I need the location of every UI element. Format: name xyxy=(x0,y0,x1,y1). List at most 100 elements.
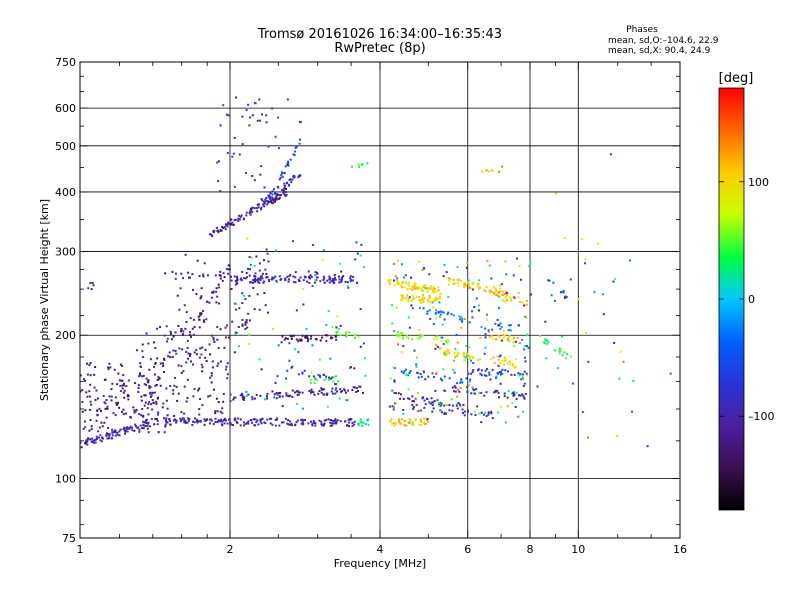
echo-point xyxy=(227,222,229,225)
echo-point xyxy=(423,406,426,409)
echo-point xyxy=(445,340,447,343)
echo-point xyxy=(393,406,395,408)
echo-point xyxy=(297,393,300,396)
echo-point xyxy=(265,197,268,199)
echo-point xyxy=(629,259,631,262)
echo-point xyxy=(454,348,457,350)
echo-point xyxy=(336,419,339,422)
echo-point xyxy=(566,353,568,356)
echo-point xyxy=(308,277,311,280)
echo-point xyxy=(427,299,429,301)
echo-point xyxy=(452,404,454,407)
echo-point xyxy=(186,397,189,399)
echo-point xyxy=(456,395,458,398)
echo-point xyxy=(338,397,341,400)
echo-point xyxy=(513,344,516,347)
echo-point xyxy=(500,283,503,286)
echo-point xyxy=(495,338,498,340)
echo-point xyxy=(476,359,479,361)
echo-point xyxy=(490,277,493,280)
echo-point xyxy=(431,301,434,304)
echo-point xyxy=(155,418,158,421)
echo-point xyxy=(325,334,327,337)
echo-point xyxy=(226,113,228,116)
echo-point xyxy=(215,290,218,293)
echo-point xyxy=(263,259,265,262)
echo-point xyxy=(275,196,278,199)
echo-point xyxy=(131,426,133,429)
echo-point xyxy=(133,409,136,412)
echo-point xyxy=(265,273,268,275)
echo-point xyxy=(241,324,244,327)
echo-point xyxy=(281,335,284,338)
echo-point xyxy=(287,419,290,422)
echo-point xyxy=(497,291,500,294)
echo-point xyxy=(442,343,445,345)
echo-point xyxy=(249,268,251,271)
echo-point xyxy=(193,421,196,424)
echo-point xyxy=(161,406,164,409)
echo-point xyxy=(469,357,472,360)
echo-point xyxy=(309,382,312,384)
echo-point xyxy=(332,422,335,425)
echo-point xyxy=(246,237,249,240)
echo-point xyxy=(297,278,300,281)
echo-point xyxy=(346,281,349,284)
echo-point xyxy=(198,275,201,277)
echo-point xyxy=(309,337,312,340)
echo-point xyxy=(468,384,470,387)
echo-point xyxy=(175,272,177,275)
echo-point xyxy=(340,279,343,281)
echo-point xyxy=(460,326,463,329)
echo-point xyxy=(288,342,291,345)
echo-point xyxy=(435,338,438,341)
echo-point xyxy=(401,263,403,266)
echo-point xyxy=(353,420,356,423)
echo-point xyxy=(456,402,459,405)
echo-point xyxy=(587,360,590,363)
echo-point xyxy=(211,291,213,294)
echo-point xyxy=(93,439,96,442)
echo-point xyxy=(96,397,99,400)
echo-point xyxy=(229,400,232,403)
echo-point xyxy=(115,404,118,406)
echo-point xyxy=(462,412,465,414)
echo-point xyxy=(518,374,521,377)
echo-point xyxy=(347,285,349,288)
echo-point xyxy=(424,423,427,425)
echo-point xyxy=(404,368,407,371)
echo-point xyxy=(187,417,190,420)
echo-point xyxy=(497,334,500,337)
echo-point xyxy=(295,421,298,424)
echo-point xyxy=(144,401,147,404)
echo-point xyxy=(166,340,169,343)
stats-o-mode: mean, sd,O:–104.6, 22.9 xyxy=(608,36,719,46)
echo-point xyxy=(149,386,152,389)
echo-point xyxy=(433,375,435,378)
echo-point xyxy=(147,421,150,424)
echo-point xyxy=(149,396,152,398)
echo-point xyxy=(114,431,117,434)
echo-point xyxy=(523,382,526,385)
echo-point xyxy=(317,392,320,395)
echo-point xyxy=(246,326,249,329)
echo-point xyxy=(217,283,220,286)
echo-point xyxy=(521,301,524,304)
echo-point xyxy=(462,353,465,356)
echo-point xyxy=(478,279,481,282)
echo-point xyxy=(362,342,365,345)
echo-point xyxy=(470,359,472,362)
echo-point xyxy=(584,258,587,261)
echo-point xyxy=(163,358,166,361)
echo-point xyxy=(256,293,259,296)
echo-point xyxy=(344,420,347,423)
echo-point xyxy=(420,375,423,378)
echo-point xyxy=(248,256,251,258)
echo-point xyxy=(411,285,414,288)
echo-point xyxy=(259,119,261,122)
echo-point xyxy=(561,335,563,338)
echo-point xyxy=(410,304,413,307)
echo-point xyxy=(137,391,140,393)
echo-point xyxy=(285,377,287,380)
echo-point xyxy=(281,189,284,191)
